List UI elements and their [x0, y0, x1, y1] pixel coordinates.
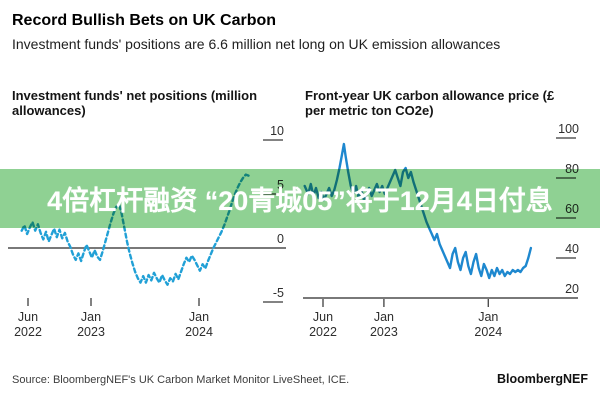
y-axis-label: 10: [270, 124, 284, 138]
left-chart-title: Investment funds' net positions (million…: [12, 88, 258, 118]
x-axis-label: 2024: [474, 325, 502, 339]
x-axis-label: Jan: [478, 310, 498, 324]
watermark-text: 4倍杠杆融资 “20青城05”将于12月4日付息: [47, 186, 553, 216]
net-positions-line: [20, 173, 250, 286]
y-axis-label: 100: [558, 122, 579, 136]
x-axis-label: Jan: [189, 310, 209, 324]
y-axis-label: -5: [273, 286, 284, 300]
x-axis-label: 2023: [77, 325, 105, 339]
x-axis-label: 2022: [14, 325, 42, 339]
x-axis-label: 2023: [370, 325, 398, 339]
source-note: Source: BloombergNEF's UK Carbon Market …: [12, 374, 350, 386]
x-axis-label: Jun: [313, 310, 333, 324]
y-axis-label: 20: [565, 282, 579, 296]
page-title: Record Bullish Bets on UK Carbon: [12, 12, 277, 29]
footer: Source: BloombergNEF's UK Carbon Market …: [12, 372, 588, 386]
right-chart-title: Front-year UK carbon allowance price (£ …: [305, 88, 555, 118]
x-axis-label: Jan: [374, 310, 394, 324]
page-subtitle: Investment funds' positions are 6.6 mill…: [12, 36, 501, 52]
y-axis-label: 0: [277, 232, 284, 246]
x-axis-label: Jan: [81, 310, 101, 324]
y-axis-label: 40: [565, 242, 579, 256]
x-axis-label: Jun: [18, 310, 38, 324]
brand-logo: BloombergNEF: [497, 372, 588, 386]
x-axis-label: 2024: [185, 325, 213, 339]
x-axis-label: 2022: [309, 325, 337, 339]
watermark-banner: [0, 169, 600, 228]
